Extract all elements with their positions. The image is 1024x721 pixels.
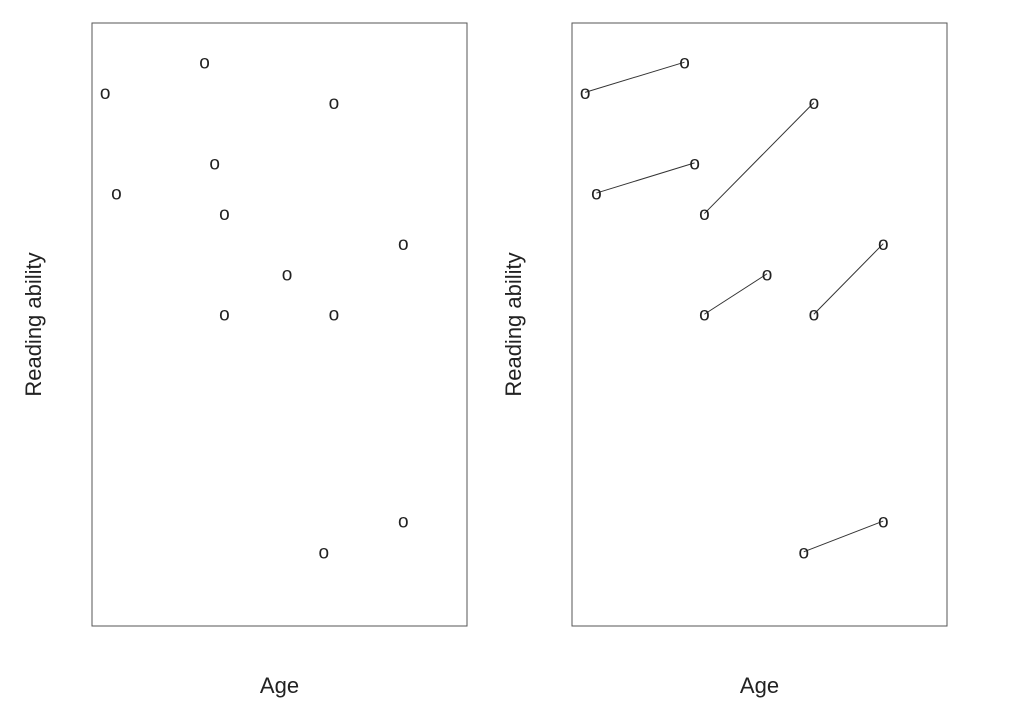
x-axis-label: Age: [260, 673, 299, 698]
data-point: o: [762, 264, 773, 285]
data-point: o: [591, 184, 602, 205]
scatter-points: o o o o o o o o o o o o: [100, 53, 409, 564]
plot-frame: [571, 22, 948, 627]
series-line: [704, 273, 768, 315]
data-point: o: [809, 93, 820, 114]
data-point: o: [329, 305, 340, 326]
plot-frame: [91, 22, 468, 627]
y-axis-label: Reading ability: [501, 252, 526, 396]
y-axis-label: Reading ability: [21, 252, 46, 396]
series-line: [596, 162, 695, 194]
data-point: o: [809, 305, 820, 326]
series-line: [584, 61, 685, 93]
data-point: o: [219, 305, 230, 326]
series-line: [813, 243, 884, 315]
x-axis-label: Age: [740, 673, 779, 698]
data-point: o: [282, 264, 293, 285]
data-point: o: [329, 93, 340, 114]
series-line: [704, 102, 815, 214]
data-point: o: [209, 153, 220, 174]
data-point: o: [100, 83, 111, 104]
data-point: o: [699, 204, 710, 225]
data-point: o: [219, 204, 230, 225]
data-point: o: [679, 53, 690, 74]
data-point: o: [318, 542, 329, 563]
data-point: o: [398, 234, 409, 255]
data-point: o: [580, 83, 591, 104]
data-point: o: [199, 53, 210, 74]
data-point: o: [699, 305, 710, 326]
data-point: o: [689, 153, 700, 174]
series-line: [803, 520, 884, 553]
data-point: o: [878, 234, 889, 255]
connected-panel: Age Reading ability o o o o o o o o o o o o: [501, 22, 948, 698]
connected-pairs: o o o o o o o o o o o o: [580, 53, 889, 564]
data-point: o: [111, 184, 122, 205]
data-point: o: [878, 512, 889, 533]
data-point: o: [398, 512, 409, 533]
data-point: o: [798, 542, 809, 563]
scatter-panel: Age Reading ability o o o o o o o o o o o o: [21, 22, 468, 698]
